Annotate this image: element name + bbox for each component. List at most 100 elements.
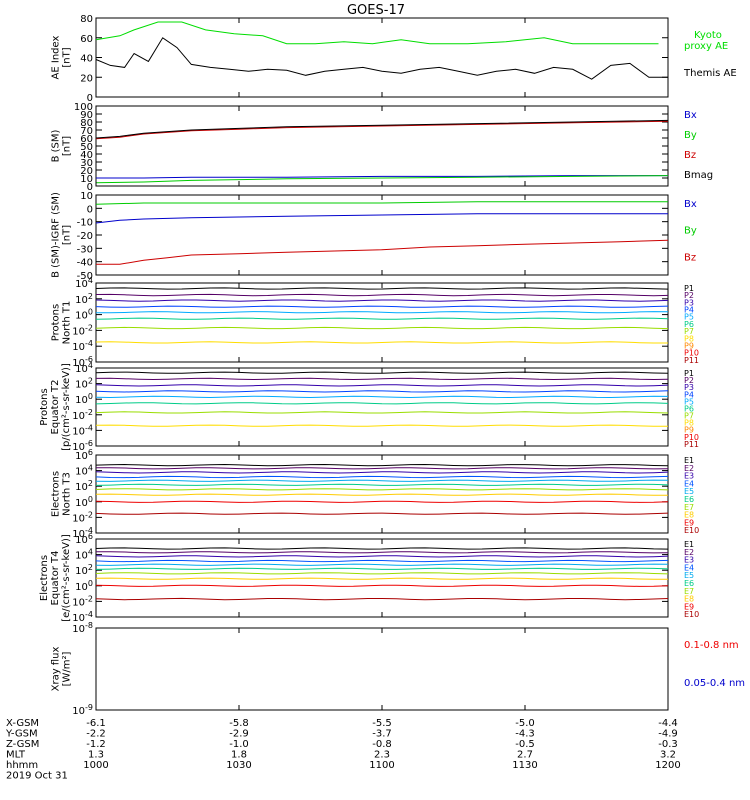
- legend-label: P4: [684, 306, 694, 315]
- panel-frame: [95, 454, 669, 534]
- x-row-value: -0.3: [658, 739, 678, 750]
- y-tick-label: 10-8: [72, 621, 93, 635]
- x-row-value: 1.3: [88, 750, 104, 761]
- x-row-value: 1000: [83, 760, 108, 771]
- x-row-value: 1030: [226, 760, 251, 771]
- y-tick-label: 80: [80, 14, 93, 25]
- y-tick-label: 10-9: [72, 703, 93, 717]
- x-row-value: 2.7: [517, 750, 533, 761]
- series-line-p2: [95, 377, 669, 381]
- y-tick-label: -30: [77, 244, 93, 255]
- x-row-value: -3.7: [372, 729, 392, 740]
- y-tick-label: 104: [75, 361, 93, 375]
- y-tick-label: 20: [80, 73, 93, 84]
- legend-label: P1: [684, 284, 694, 293]
- y-tick-label: 100: [75, 308, 93, 322]
- series-line-p3: [95, 299, 669, 302]
- x-row-value: -4.9: [658, 729, 678, 740]
- y-tick-label: 60: [80, 34, 93, 45]
- y-tick-label: 10-2: [72, 594, 93, 608]
- y-tick-label: 102: [75, 563, 93, 577]
- legend-label: E6: [684, 495, 694, 504]
- y-tick-label: 10-4: [72, 339, 93, 353]
- y-tick-label: 102: [75, 377, 93, 391]
- y-tick-label: 102: [75, 292, 93, 306]
- y-tick-label: 80: [80, 118, 93, 129]
- y-tick-label: 100: [75, 392, 93, 406]
- legend-label: P5: [684, 397, 694, 406]
- y-tick-label: 100: [75, 495, 93, 509]
- panel-xray: 10-8 10-9 Xray flux [W/m²] 0.1-0.8 nm 0.05-0.…: [51, 621, 746, 717]
- y-tick-label: 30: [80, 158, 93, 169]
- series-line-e3: [95, 471, 669, 474]
- y-axis-label: Electrons: [39, 555, 50, 601]
- legend-label: By: [684, 226, 697, 237]
- y-axis-label: B (SM): [51, 129, 62, 162]
- series-line-p3: [95, 384, 669, 387]
- date-label: 2019 Oct 31: [6, 771, 68, 782]
- series-line-p5: [95, 311, 669, 314]
- y-axis-label: B (SM)-IGRF (SM): [51, 192, 62, 278]
- y-axis-label: Protons: [39, 388, 50, 425]
- series-line-by: [95, 175, 669, 184]
- x-row-value: -5.5: [372, 718, 392, 729]
- series-line-e4: [95, 559, 669, 563]
- y-tick-label: 102: [75, 479, 93, 493]
- series-line-p4: [95, 305, 669, 308]
- x-row-value: -0.5: [515, 739, 535, 750]
- y-tick-label: -50: [77, 271, 93, 282]
- y-tick-label: 10-2: [72, 323, 93, 337]
- series-line-e7: [95, 572, 669, 575]
- legend-label: P4: [684, 390, 694, 399]
- legend-label: proxy AE: [684, 41, 728, 52]
- y-axis-label: AE Index: [51, 35, 62, 79]
- panel-frame: [95, 367, 669, 447]
- y-tick-label: 10-6: [72, 439, 93, 453]
- y-tick-label: 0: [87, 182, 93, 193]
- series-line-p7: [95, 411, 669, 414]
- x-row-value: 1200: [655, 760, 680, 771]
- legend-label: P2: [684, 291, 694, 300]
- y-axis-label: North T3: [62, 472, 73, 516]
- y-tick-label: 104: [75, 464, 93, 478]
- y-tick-label: 50: [80, 142, 93, 153]
- y-axis-label: Protons: [51, 304, 62, 341]
- y-tick-label: 100: [74, 102, 93, 113]
- x-row-value: -1.2: [86, 739, 106, 750]
- legend-label: E5: [684, 487, 694, 496]
- panel-frame: [95, 194, 669, 276]
- y-axis-label: [W/m²]: [62, 651, 73, 686]
- y-tick-label: 100: [75, 579, 93, 593]
- legend-label: Bx: [684, 199, 697, 210]
- legend-label: E5: [684, 571, 694, 580]
- x-row-label: hhmm: [6, 760, 38, 771]
- series-line-p2: [95, 293, 669, 297]
- legend-label: Kyoto: [694, 30, 722, 41]
- panel-frame: [95, 538, 669, 618]
- legend-label: P10: [684, 433, 699, 442]
- series-line-e6: [95, 483, 669, 486]
- x-row-value: -1.0: [229, 739, 249, 750]
- x-row-value: -0.8: [372, 739, 392, 750]
- series-line-e4: [95, 475, 669, 479]
- x-row-label: X-GSM: [6, 718, 39, 729]
- y-tick-label: 20: [80, 166, 93, 177]
- legend-label: E4: [684, 479, 694, 488]
- legend-label: E7: [684, 503, 694, 512]
- legend-label: P8: [684, 334, 694, 343]
- legend-label: P9: [684, 341, 694, 350]
- series-line-e2: [96, 551, 669, 554]
- legend-label: By: [684, 130, 697, 141]
- legend-label: E7: [684, 587, 694, 596]
- series-line-e6: [95, 567, 669, 570]
- legend-label: P5: [684, 313, 694, 322]
- series-line-e5: [95, 479, 669, 482]
- x-row-value: -5.0: [515, 718, 535, 729]
- x-row-value: 2.3: [374, 750, 390, 761]
- y-tick-label: 10-4: [72, 610, 93, 624]
- y-tick-label: 106: [75, 448, 93, 462]
- y-tick-label: 70: [80, 126, 93, 137]
